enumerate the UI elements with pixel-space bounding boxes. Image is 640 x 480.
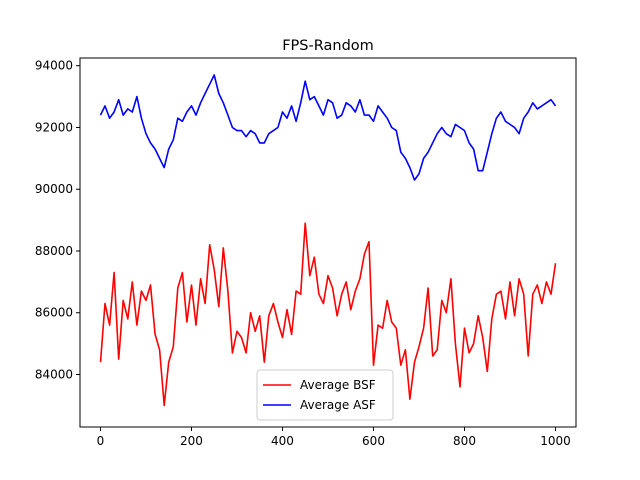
x-axis: 0 200 400 600 800 1000 — [97, 427, 571, 448]
series-line-1 — [99, 222, 557, 407]
legend: Average BSF Average ASF — [256, 369, 394, 421]
y-tick-label: 90000 — [35, 182, 73, 196]
plot-frame — [79, 57, 577, 428]
series-line-2 — [99, 74, 557, 181]
legend-label-1: Average BSF — [300, 378, 376, 392]
legend-label-2: Average ASF — [300, 398, 376, 412]
x-tick-label: 200 — [180, 434, 203, 448]
chart-title: FPS-Random — [282, 38, 374, 54]
y-tick-label: 94000 — [35, 59, 73, 73]
x-tick-label: 0 — [97, 434, 105, 448]
legend-box — [256, 369, 394, 421]
x-tick-label: 600 — [362, 434, 385, 448]
y-tick-label: 86000 — [35, 306, 73, 320]
series-layer — [99, 74, 557, 407]
x-tick-label: 800 — [453, 434, 476, 448]
y-tick-label: 92000 — [35, 120, 73, 134]
y-tick-label: 88000 — [35, 244, 73, 258]
x-tick-label: 400 — [271, 434, 294, 448]
x-tick-label: 1000 — [540, 434, 571, 448]
y-axis: 84000 86000 88000 90000 92000 94000 — [35, 59, 80, 382]
y-tick-label: 84000 — [35, 368, 73, 382]
